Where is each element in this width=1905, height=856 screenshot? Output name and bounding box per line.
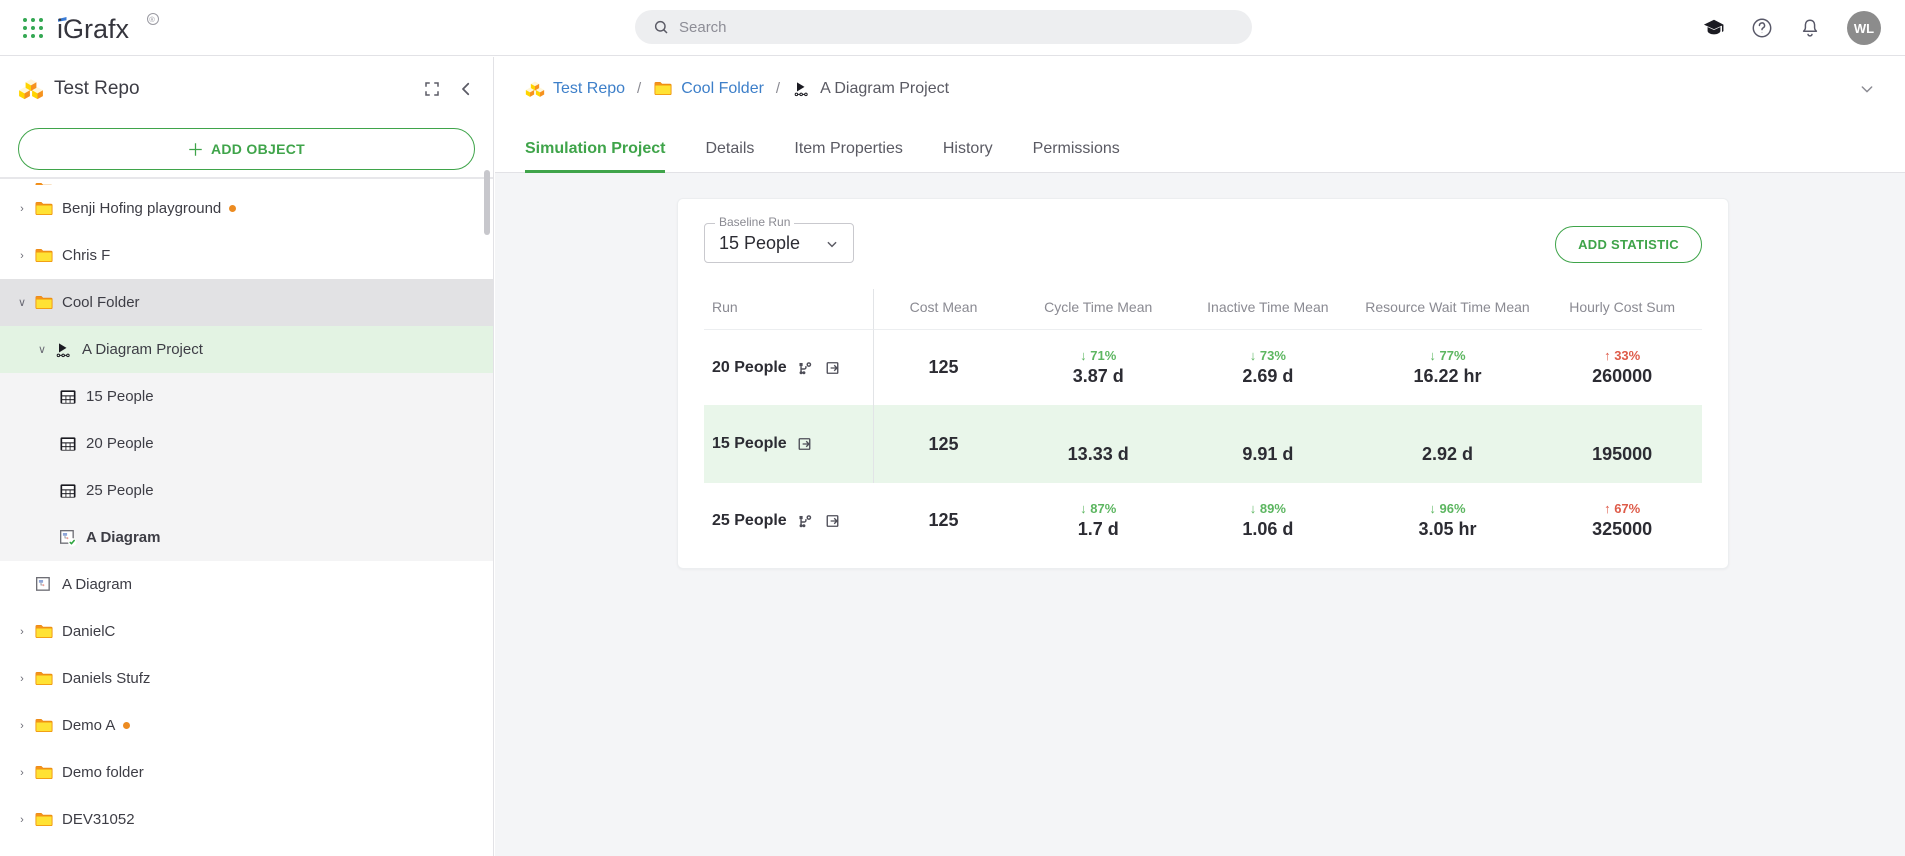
svg-text:iGrafx: iGrafx xyxy=(57,14,130,44)
svg-text:®: ® xyxy=(149,14,155,23)
